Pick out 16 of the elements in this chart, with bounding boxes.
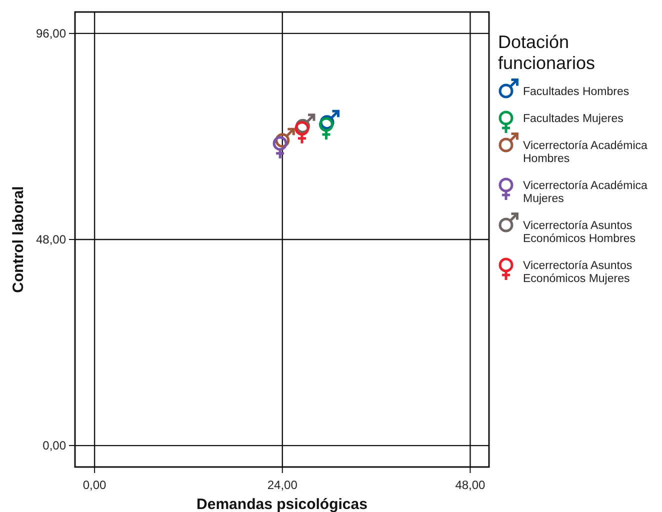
legend-label: Vicerrectoría Asuntos Económicos Hombres xyxy=(523,220,636,245)
x-axis-title: Demandas psicológicas xyxy=(196,496,368,512)
legend-label: Facultades Mujeres xyxy=(523,113,624,125)
legend-title: Dotación funcionarios xyxy=(498,32,596,73)
y-tick-label: 0,00 xyxy=(42,438,66,453)
y-axis-title: Control laboral xyxy=(10,186,27,293)
legend-label: Vicerrectoría Asuntos Económicos Mujeres xyxy=(523,260,632,285)
x-tick-label: 24,00 xyxy=(267,478,298,492)
y-tick-label: 48,00 xyxy=(36,232,66,247)
x-tick-label: 48,00 xyxy=(455,478,486,492)
x-tick-label: 0,00 xyxy=(82,478,107,492)
y-tick-label: 96,00 xyxy=(36,26,66,41)
legend-label: Facultades Hombres xyxy=(523,86,630,98)
legend-label: Vicerrectoría Académica Hombres xyxy=(523,140,648,165)
point xyxy=(272,136,288,151)
legend-label: Vicerrectoría Académica Mujeres xyxy=(523,180,648,205)
